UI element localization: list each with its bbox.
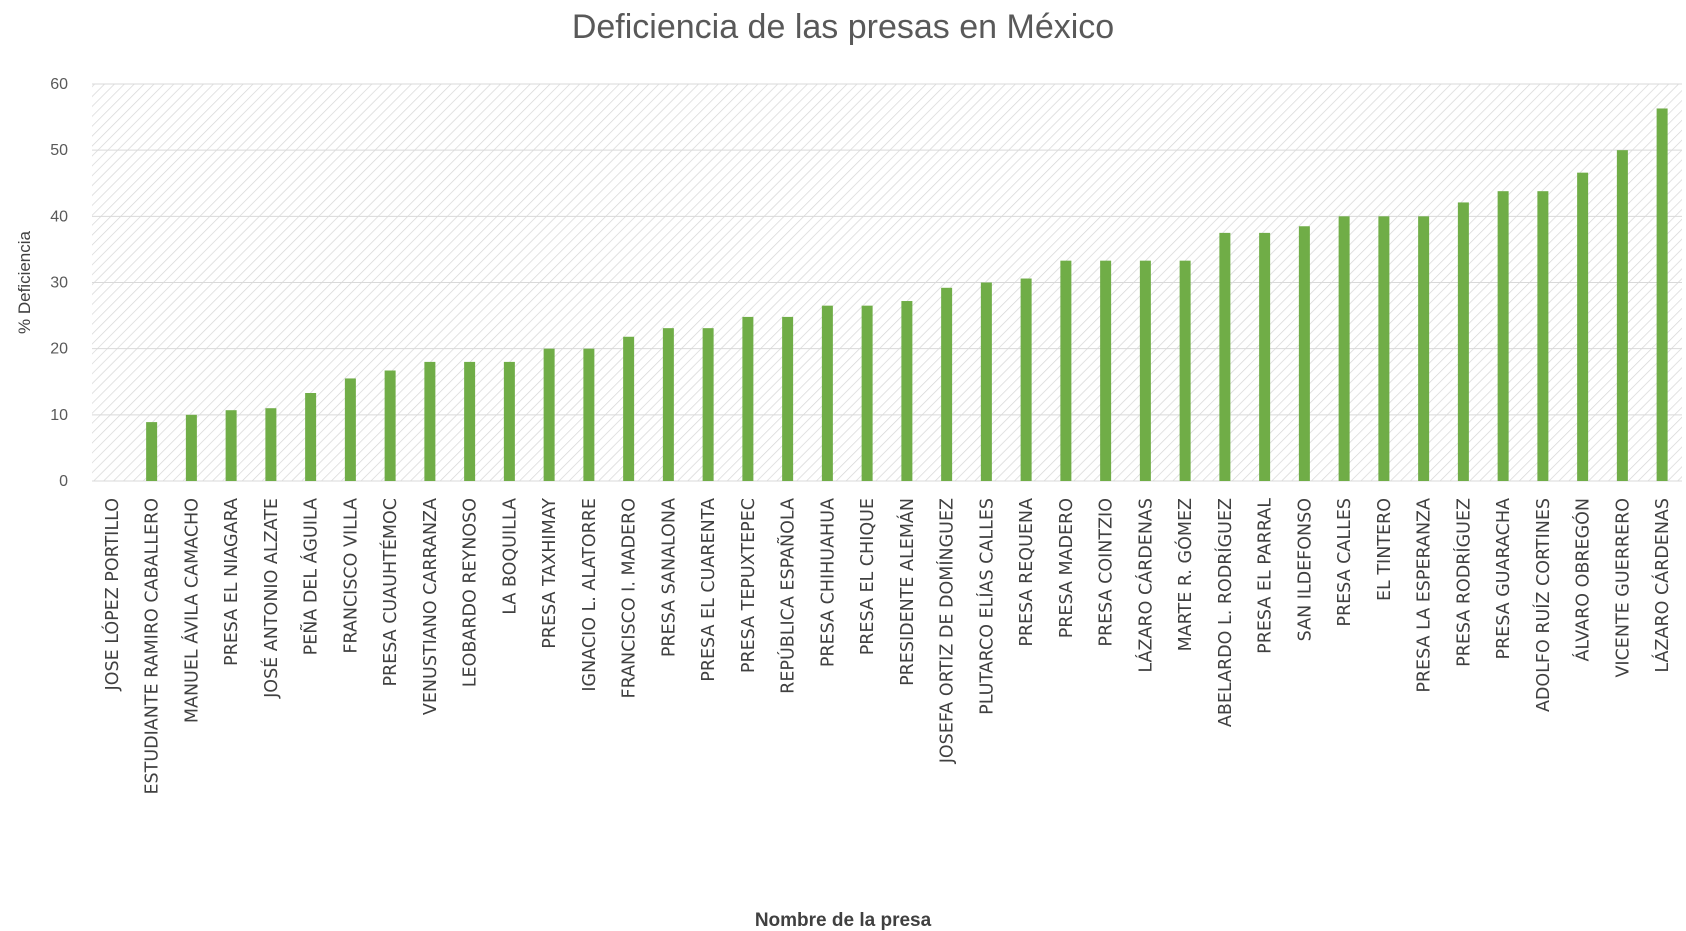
x-tick-label: PRESA EL PARRAL	[1256, 498, 1276, 654]
bar	[185, 414, 197, 481]
bar	[941, 287, 953, 481]
x-tick-label: PRESA LA ESPERANZA	[1415, 498, 1435, 693]
x-tick-label: MANUEL ÁVILA CAMACHO	[180, 498, 202, 723]
x-tick-label: JOSÉ ANTONIO ALZATE	[260, 498, 282, 699]
x-tick-label: JOSEFA ORTIZ DE DOMÍNGUEZ	[936, 498, 958, 764]
x-tick-label: PRESA CALLES	[1335, 498, 1355, 627]
x-axis-title: Nombre de la presa	[755, 910, 932, 931]
bar	[1179, 260, 1191, 481]
x-tick-label: ADOLFO RUÍZ CORTINES	[1532, 498, 1554, 712]
x-tick-label: PRESIDENTE ALEMÁN	[896, 498, 918, 686]
x-tick-label: REPÚBLICA ESPAÑOLA	[777, 498, 799, 694]
y-tick-label: 40	[50, 208, 68, 225]
bar	[662, 328, 674, 481]
bar	[861, 305, 873, 481]
bar	[1656, 108, 1668, 482]
bar	[821, 305, 833, 481]
x-tick-label: PRESA TAXHIMAY	[540, 498, 560, 649]
bar	[1616, 150, 1628, 481]
x-tick-label: LEOBARDO REYNOSO	[461, 498, 481, 687]
x-tick-label: FRANCISCO I. MADERO	[620, 498, 640, 698]
bar	[623, 336, 635, 481]
x-tick-label: LÁZARO CÁRDENAS	[1134, 498, 1156, 673]
x-tick-label: VENUSTIANO CARRANZA	[421, 498, 441, 715]
bar	[1060, 260, 1072, 481]
bar	[225, 410, 237, 481]
x-tick-label: PRESA CHIHUAHUA	[818, 498, 838, 667]
x-tick-label: MARTE R. GÓMEZ	[1174, 498, 1196, 651]
x-tick-label: PRESA EL NIAGARA	[222, 498, 242, 666]
bar	[1457, 202, 1469, 481]
bar	[1139, 260, 1151, 481]
y-tick-label: 10	[50, 407, 68, 424]
x-tick-label: PRESA EL CUARENTA	[699, 498, 719, 682]
bar	[1259, 232, 1271, 481]
x-tick-label: PEÑA DEL ÁGUILA	[300, 498, 322, 655]
x-tick-label: VICENTE GUERRERO	[1613, 498, 1633, 678]
chart-title: Deficiencia de las presas en México	[571, 8, 1115, 46]
x-tick-label: FRANCISCO VILLA	[341, 498, 361, 654]
y-tick-label: 30	[50, 275, 68, 292]
bar	[1338, 216, 1350, 482]
x-tick-label: LA BOQUILLA	[500, 498, 520, 615]
bar	[1020, 278, 1032, 481]
bar	[702, 328, 714, 481]
bars	[146, 108, 1668, 482]
bar	[1219, 232, 1231, 481]
x-tick-label: ABELARDO L. RODRÍGUEZ	[1214, 498, 1236, 727]
bar	[146, 422, 158, 481]
bar	[265, 408, 277, 481]
x-axis-category-labels: JOSE LÓPEZ PORTILLO ESTUDIANTE RAMIRO CAB…	[101, 498, 1673, 795]
x-tick-label: ÁLVARO OBREGÓN	[1572, 498, 1594, 662]
bar	[1497, 191, 1509, 481]
bar	[782, 316, 794, 481]
y-axis-ticks: 0 10 20 30 40 50 60	[50, 76, 68, 490]
y-tick-label: 60	[50, 76, 68, 93]
x-tick-label: PRESA GUARACHA	[1494, 498, 1514, 660]
bar	[464, 361, 476, 481]
x-tick-label: PRESA TEPUXTEPEC	[739, 498, 759, 673]
x-tick-label: EL TINTERO	[1375, 498, 1395, 601]
y-tick-label: 0	[59, 473, 68, 490]
x-tick-label: LÁZARO CÁRDENAS	[1651, 498, 1673, 673]
bar	[424, 361, 436, 481]
bar	[344, 378, 356, 481]
bar	[980, 282, 992, 481]
bar	[1537, 191, 1549, 481]
x-tick-label: PRESA SANALONA	[659, 498, 679, 657]
gridlines	[92, 83, 1682, 482]
bar	[1378, 216, 1390, 482]
x-tick-label: PRESA EL CHIQUE	[858, 498, 878, 655]
x-tick-label: PLUTARCO ELÍAS CALLES	[975, 498, 997, 715]
bar	[543, 348, 555, 481]
x-tick-label: PRESA RODRÍGUEZ	[1452, 498, 1474, 667]
bar	[305, 392, 317, 481]
x-tick-label: PRESA CUAUHTÉMOC	[379, 498, 401, 687]
y-axis-title: % Deficiencia	[15, 230, 34, 334]
y-tick-label: 20	[50, 341, 68, 358]
bar	[384, 370, 396, 481]
bar	[503, 361, 515, 481]
bar	[1100, 260, 1112, 481]
x-tick-label: PRESA REQUENA	[1017, 498, 1037, 647]
x-tick-label: ESTUDIANTE RAMIRO CABALLERO	[143, 498, 163, 795]
bar	[583, 348, 595, 481]
x-tick-label: SAN ILDEFONSO	[1295, 498, 1315, 641]
x-tick-label: JOSE LÓPEZ PORTILLO	[101, 498, 123, 691]
bar	[742, 316, 754, 481]
bar	[1298, 226, 1310, 481]
x-tick-label: PRESA MADERO	[1057, 498, 1077, 638]
bar	[901, 301, 913, 481]
x-tick-label: IGNACIO L. ALATORRE	[580, 498, 600, 692]
bar	[1577, 172, 1589, 481]
x-tick-label: PRESA COINTZIO	[1097, 498, 1117, 647]
bar	[1418, 216, 1430, 482]
y-tick-label: 50	[50, 142, 68, 159]
